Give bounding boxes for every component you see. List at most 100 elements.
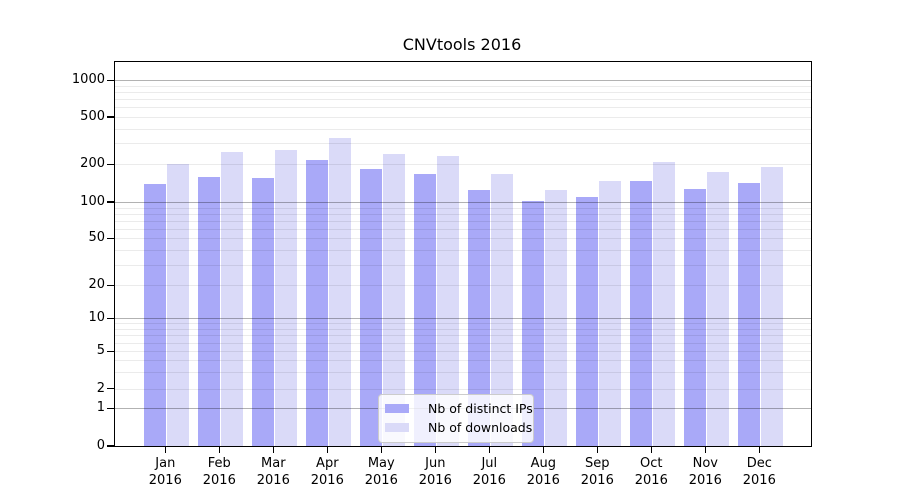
gridline-major <box>115 318 811 320</box>
bar-ips-mar <box>252 178 274 446</box>
gridline-minor <box>115 228 811 230</box>
x-tick-label-line: 2016 <box>148 472 182 488</box>
chart-title: CNVtools 2016 <box>402 35 522 54</box>
x-tick-label-line: Feb <box>207 456 231 471</box>
y-tick-label: 1000 <box>71 72 105 88</box>
x-tick-label-may: May 2016 <box>349 456 413 489</box>
x-tick-label-line: Nov <box>692 456 718 471</box>
x-tick-mark <box>164 446 166 453</box>
y-tick-mark <box>107 116 114 118</box>
bar-ips-oct <box>630 180 652 446</box>
x-tick-label-line: 2016 <box>472 472 506 488</box>
x-tick-mark <box>758 446 760 453</box>
bar-ips-sep <box>576 196 598 446</box>
x-tick-label-line: 2016 <box>742 472 776 488</box>
y-tick-label: 0 <box>96 438 105 453</box>
x-tick-label-line: 2016 <box>634 472 668 488</box>
gridline-minor <box>115 99 811 101</box>
gridline-minor <box>115 388 811 390</box>
bar-ips-feb <box>198 177 220 446</box>
y-tick-mark <box>107 407 114 409</box>
bar-downloads-mar <box>275 149 297 446</box>
x-tick-label-oct: Oct 2016 <box>619 456 683 489</box>
bar-ips-apr <box>306 159 328 446</box>
gridline-minor <box>115 213 811 215</box>
y-tick-label: 200 <box>80 156 105 172</box>
gridline-minor <box>115 249 811 251</box>
x-tick-label-line: Jan <box>155 456 176 471</box>
gridline-minor <box>115 207 811 209</box>
gridline-minor <box>115 143 811 145</box>
y-tick-mark <box>107 388 114 390</box>
x-tick-label-apr: Apr 2016 <box>295 456 359 489</box>
x-tick-mark <box>380 446 382 453</box>
x-tick-label-dec: Dec 2016 <box>727 456 791 489</box>
gridline-minor <box>115 264 811 266</box>
gridline-minor <box>115 128 811 130</box>
y-tick-label: 1 <box>96 400 105 416</box>
gridline-major <box>115 202 811 203</box>
x-tick-label-line: 2016 <box>580 472 614 488</box>
x-tick-label-nov: Nov 2016 <box>673 456 737 489</box>
legend-label-distinct-ips: Nb of distinct IPs <box>428 401 533 416</box>
y-tick-label: 20 <box>88 277 105 293</box>
x-tick-label-line: May <box>367 456 395 471</box>
x-tick-label-line: Dec <box>746 456 772 471</box>
bar-downloads-feb <box>221 151 243 446</box>
bar-downloads-may <box>383 153 405 446</box>
y-tick-mark <box>107 163 114 165</box>
x-tick-label-sep: Sep 2016 <box>565 456 629 489</box>
bar-downloads-aug <box>545 190 567 446</box>
x-tick-label-aug: Aug 2016 <box>511 456 575 489</box>
x-tick-label-line: Mar <box>261 456 286 471</box>
x-tick-label-line: 2016 <box>202 472 236 488</box>
x-tick-mark <box>488 446 490 453</box>
x-tick-label-mar: Mar 2016 <box>241 456 305 489</box>
gridline-minor <box>115 164 811 166</box>
gridline-minor <box>115 328 811 330</box>
y-tick-label: 100 <box>80 194 105 209</box>
gridline-minor <box>115 92 811 94</box>
gridline-minor <box>115 238 811 240</box>
plot-area: 0 1 2 5 10 20 50 100 200 500 1000 Jan 2016 Feb 2016 Mar… <box>72 61 812 488</box>
x-tick-label-jun: Jun 2016 <box>403 456 467 489</box>
bar-downloads-sep <box>599 181 621 446</box>
gridline-minor <box>115 285 811 287</box>
y-tick-mark <box>107 445 114 447</box>
bar-ips-aug <box>522 201 544 446</box>
bar-ips-jan <box>144 184 166 446</box>
x-tick-label-jul: Jul 2016 <box>457 456 521 489</box>
gridline-minor <box>115 351 811 353</box>
bar-downloads-apr <box>329 138 351 446</box>
x-tick-label-line: Oct <box>640 456 663 471</box>
bar-ips-jun <box>414 174 436 446</box>
x-tick-label-jan: Jan 2016 <box>133 456 197 489</box>
legend-swatch-ips-icon <box>385 404 409 413</box>
bar-ips-dec <box>738 183 760 446</box>
x-tick-mark <box>434 446 436 453</box>
y-tick-mark <box>107 79 114 81</box>
x-tick-mark <box>704 446 706 453</box>
bar-downloads-jul <box>491 173 513 446</box>
x-tick-mark <box>326 446 328 453</box>
bar-downloads-dec <box>761 166 783 446</box>
y-tick-label: 500 <box>80 109 105 124</box>
y-tick-mark <box>107 350 114 352</box>
gridline-minor <box>115 85 811 87</box>
x-tick-label-line: Jun <box>425 456 446 471</box>
bar-downloads-jun <box>437 156 459 446</box>
gridline-minor <box>115 335 811 337</box>
x-tick-label-line: Sep <box>585 456 610 471</box>
x-tick-label-line: Jul <box>481 456 498 471</box>
legend-swatch-downloads-icon <box>385 423 409 432</box>
x-tick-label-line: 2016 <box>364 472 398 488</box>
legend: Nb of distinct IPs Nb of downloads <box>378 394 534 443</box>
legend-item-downloads: Nb of downloads <box>385 418 533 437</box>
bar-downloads-jan <box>167 164 189 446</box>
x-tick-label-line: 2016 <box>688 472 722 488</box>
gridline-minor <box>115 107 811 109</box>
gridline-minor <box>115 372 811 374</box>
x-tick-mark <box>272 446 274 453</box>
x-tick-label-feb: Feb 2016 <box>187 456 251 489</box>
